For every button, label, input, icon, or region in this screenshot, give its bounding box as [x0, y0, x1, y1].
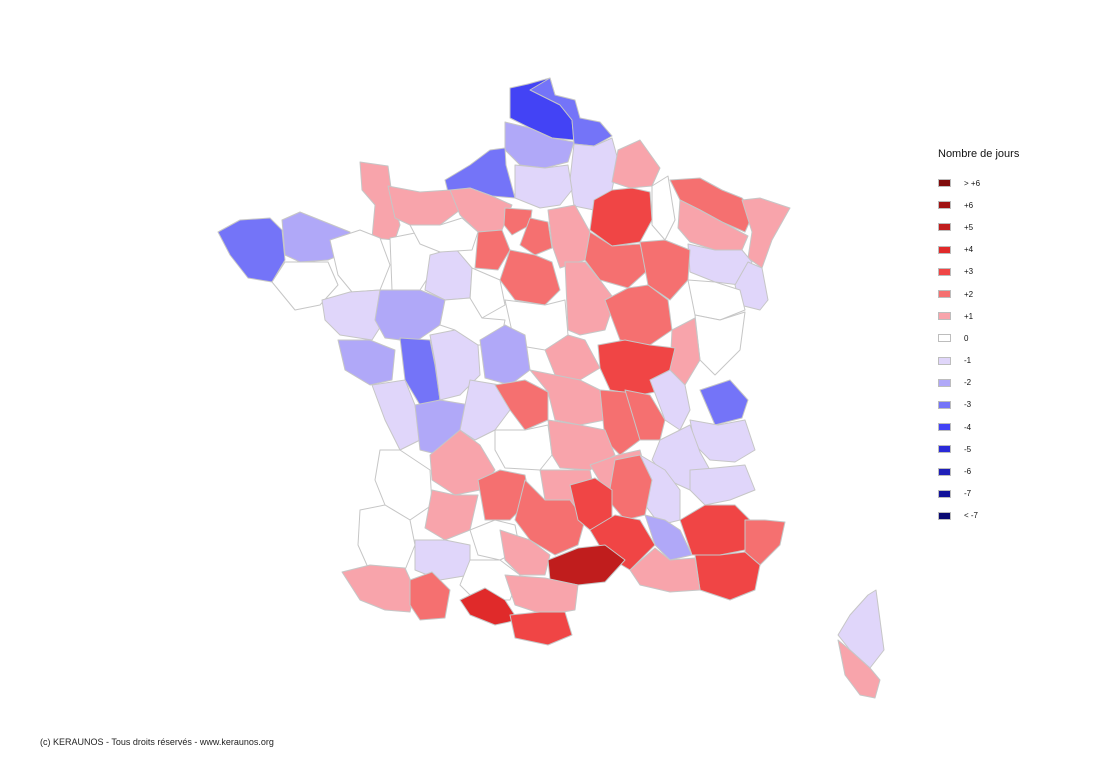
department-haute-garonne	[459, 559, 521, 601]
legend-item: +2	[938, 283, 1019, 305]
department-pyrenees-atlantiques	[341, 564, 416, 613]
department-paris-region	[519, 217, 553, 256]
legend-item: 0	[938, 327, 1019, 349]
legend-label: +6	[964, 200, 974, 210]
legend-swatch	[938, 356, 951, 365]
legend-swatch	[938, 378, 951, 387]
legend-label: -7	[964, 489, 972, 499]
legend-swatch	[938, 423, 951, 432]
department-calvados	[387, 185, 461, 226]
copyright-notice: (c) KERAUNOS - Tous droits réservés - ww…	[40, 737, 274, 747]
department-rhone	[624, 389, 666, 441]
legend-item: -5	[938, 438, 1019, 460]
legend-swatch	[938, 489, 951, 498]
department-gers	[414, 539, 471, 581]
legend-item: -6	[938, 460, 1019, 482]
department-nord-east	[529, 77, 613, 147]
department-maine-loire	[374, 289, 446, 343]
department-hautes-pyrenees	[409, 571, 451, 621]
department-essonne	[499, 249, 561, 306]
department-alpes-hp	[679, 504, 751, 556]
department-lot-garonne	[424, 489, 479, 541]
legend-title: Nombre de jours	[938, 148, 1020, 160]
legend-item: +5	[938, 216, 1019, 238]
legend-item: -4	[938, 416, 1019, 438]
department-hautes-alpes	[689, 464, 756, 506]
department-val-oise	[503, 207, 533, 236]
legend-item: +3	[938, 261, 1019, 283]
legend-label: 0	[964, 333, 969, 343]
legend-label: > +6	[964, 178, 981, 188]
legend-swatch	[938, 245, 951, 254]
department-morbihan	[271, 261, 339, 311]
department-bouches-rhone	[629, 547, 701, 593]
department-meuse	[651, 175, 676, 241]
legend-swatch	[938, 267, 951, 276]
legend-swatch	[938, 201, 951, 210]
department-var	[694, 551, 761, 601]
legend-swatch	[938, 312, 951, 321]
legend-swatch	[938, 445, 951, 454]
legend-items: > +6 +6 +5 +4 +3 +2 +1 0 -1 -2 -3 -4 -5 -6 -7 < -7	[938, 172, 1019, 527]
department-yvelines	[474, 229, 511, 271]
legend-item: -1	[938, 350, 1019, 372]
legend-item: +4	[938, 239, 1019, 261]
department-aube	[584, 231, 649, 289]
legend-swatch	[938, 467, 951, 476]
legend-label: -2	[964, 378, 972, 388]
legend-label: -1	[964, 356, 972, 366]
department-corse-du-sud	[837, 639, 881, 699]
department-marne	[589, 187, 653, 247]
legend-label: -4	[964, 422, 972, 432]
legend-label: -3	[964, 400, 972, 410]
department-yonne	[564, 261, 616, 336]
legend-label: +5	[964, 222, 974, 232]
legend-item: +6	[938, 194, 1019, 216]
legend-item: +1	[938, 305, 1019, 327]
department-bas-rhin	[741, 197, 791, 269]
department-finistere	[217, 217, 286, 283]
legend-swatch	[938, 223, 951, 232]
department-sarthe	[424, 247, 473, 301]
department-ardennes	[611, 139, 661, 189]
legend-swatch	[938, 334, 951, 343]
legend-item: -2	[938, 372, 1019, 394]
legend-label: +4	[964, 245, 974, 255]
department-pyrenees-orientales	[509, 611, 573, 646]
department-tarn	[499, 529, 551, 576]
legend: Nombre de jours > +6 +6 +5 +4 +3 +2 +1 0 -1 -2 -3 -…	[938, 148, 1019, 527]
legend-item: > +6	[938, 172, 1019, 194]
department-oise	[514, 164, 573, 209]
legend-swatch	[938, 179, 951, 188]
department-landes	[357, 504, 416, 573]
legend-swatch	[938, 511, 951, 520]
legend-item: -7	[938, 483, 1019, 505]
department-haute-savoie	[699, 379, 749, 426]
legend-item: -3	[938, 394, 1019, 416]
legend-label: +3	[964, 267, 974, 277]
department-eure-loir	[469, 267, 506, 319]
department-haut-rhin	[734, 261, 769, 311]
legend-label: < -7	[964, 511, 979, 521]
department-ain	[649, 369, 691, 431]
legend-label: -6	[964, 467, 972, 477]
department-ille-vilaine	[329, 229, 391, 293]
department-correze	[494, 424, 553, 471]
department-gironde	[374, 449, 433, 521]
department-aude	[504, 574, 579, 616]
department-orne	[409, 217, 479, 253]
legend-label: +1	[964, 311, 974, 321]
legend-label: -5	[964, 444, 972, 454]
legend-swatch	[938, 290, 951, 299]
department-doubs	[694, 311, 746, 376]
department-vendee	[337, 339, 396, 386]
department-somme	[504, 121, 575, 169]
department-seine-marne	[547, 204, 591, 269]
legend-label: +2	[964, 289, 974, 299]
legend-item: < -7	[938, 505, 1019, 527]
department-aveyron	[514, 479, 586, 556]
legend-swatch	[938, 400, 951, 409]
